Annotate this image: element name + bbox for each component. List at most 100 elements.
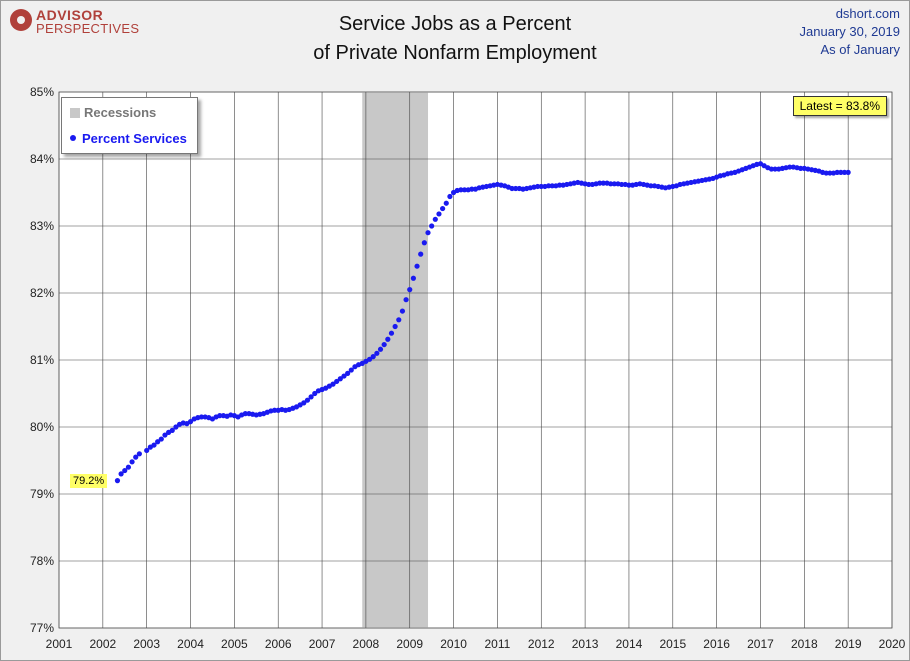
data-point	[823, 170, 829, 176]
data-point	[366, 356, 373, 362]
data-point	[407, 287, 413, 293]
data-point	[410, 275, 416, 281]
data-point	[838, 169, 844, 175]
data-point	[418, 251, 424, 257]
data-point	[304, 397, 311, 403]
x-tick-label: 2016	[703, 637, 730, 651]
data-point	[834, 169, 840, 175]
data-point	[556, 182, 563, 188]
data-point	[162, 432, 168, 438]
x-tick-label: 2019	[835, 637, 862, 651]
x-tick-label: 2004	[177, 637, 204, 651]
data-point	[421, 240, 427, 246]
legend-label-recessions: Recessions	[84, 105, 157, 120]
data-point	[545, 183, 552, 189]
compass-icon	[10, 9, 32, 31]
date-label: January 30, 2019	[799, 24, 900, 39]
x-tick-label: 2015	[659, 637, 686, 651]
legend-item-recessions: Recessions	[70, 105, 156, 120]
data-point	[381, 341, 387, 348]
data-point	[271, 407, 278, 413]
data-point	[129, 459, 135, 465]
data-point	[388, 330, 395, 336]
logo-line2: PERSPECTIVES	[36, 21, 140, 36]
data-point	[768, 166, 775, 172]
data-point	[399, 308, 406, 314]
data-point	[429, 223, 435, 229]
y-tick-label: 80%	[30, 420, 54, 434]
data-point	[337, 376, 343, 382]
legend-item-series: Percent Services	[70, 131, 187, 146]
data-point	[626, 182, 632, 188]
data-point	[158, 436, 164, 442]
data-point	[469, 186, 475, 192]
y-tick-label: 83%	[30, 219, 54, 233]
data-point	[845, 169, 851, 175]
x-tick-label: 2007	[309, 637, 336, 651]
data-point	[458, 187, 464, 193]
recession-swatch	[70, 108, 80, 118]
data-point	[334, 378, 340, 385]
data-points	[114, 161, 851, 484]
data-point	[370, 354, 376, 360]
data-point	[385, 336, 391, 342]
data-point	[155, 439, 161, 445]
data-point	[122, 467, 128, 474]
x-tick-label: 2018	[791, 637, 818, 651]
data-point	[173, 424, 179, 430]
data-point	[597, 180, 603, 186]
data-point	[118, 471, 124, 477]
advisor-perspectives-logo: ADVISOR PERSPECTIVES	[10, 7, 150, 37]
y-tick-label: 79%	[30, 487, 54, 501]
series-marker	[70, 135, 76, 141]
data-point	[374, 350, 380, 356]
y-tick-label: 85%	[30, 85, 54, 99]
data-point	[125, 464, 132, 470]
data-point	[443, 200, 449, 206]
logo-line1: ADVISOR	[36, 7, 104, 23]
data-point	[133, 454, 139, 460]
y-tick-label: 81%	[30, 353, 54, 367]
data-point	[114, 478, 121, 484]
data-point	[586, 181, 592, 188]
data-point	[330, 381, 336, 387]
chart-title-line2: of Private Nonfarm Employment	[313, 42, 597, 64]
chart-title-line1: Service Jobs as a Percent	[338, 13, 572, 35]
data-point	[345, 370, 351, 376]
data-point	[436, 211, 442, 217]
data-point	[798, 165, 804, 171]
legend-label-series: Percent Services	[82, 131, 187, 146]
x-tick-label: 2005	[221, 637, 248, 651]
data-point	[611, 181, 617, 187]
x-tick-label: 2020	[879, 637, 906, 651]
start-value-callout: 79.2%	[70, 474, 108, 488]
data-point	[169, 427, 175, 433]
x-tick-label: 2008	[353, 637, 380, 651]
data-point	[509, 185, 515, 192]
x-tick-label: 2003	[133, 637, 160, 651]
data-point	[787, 164, 793, 170]
data-point	[392, 323, 398, 330]
x-tick-label: 2017	[747, 637, 774, 651]
x-tick-label: 2006	[265, 637, 292, 651]
data-point	[242, 411, 248, 417]
x-tick-label: 2014	[616, 637, 643, 651]
x-tick-label: 2009	[396, 637, 423, 651]
data-point	[414, 263, 420, 269]
data-point	[301, 400, 307, 406]
y-tick-label: 82%	[30, 286, 54, 300]
data-point	[619, 181, 625, 188]
data-point	[549, 183, 555, 189]
data-point	[461, 187, 468, 193]
data-point	[440, 205, 446, 212]
data-point	[312, 390, 318, 397]
source-label: dshort.com	[835, 6, 900, 21]
data-point	[341, 373, 347, 379]
data-point	[348, 367, 354, 373]
data-point	[217, 413, 223, 419]
data-point	[648, 183, 654, 189]
data-point	[600, 180, 606, 186]
data-point	[187, 419, 194, 425]
data-point	[772, 166, 778, 172]
